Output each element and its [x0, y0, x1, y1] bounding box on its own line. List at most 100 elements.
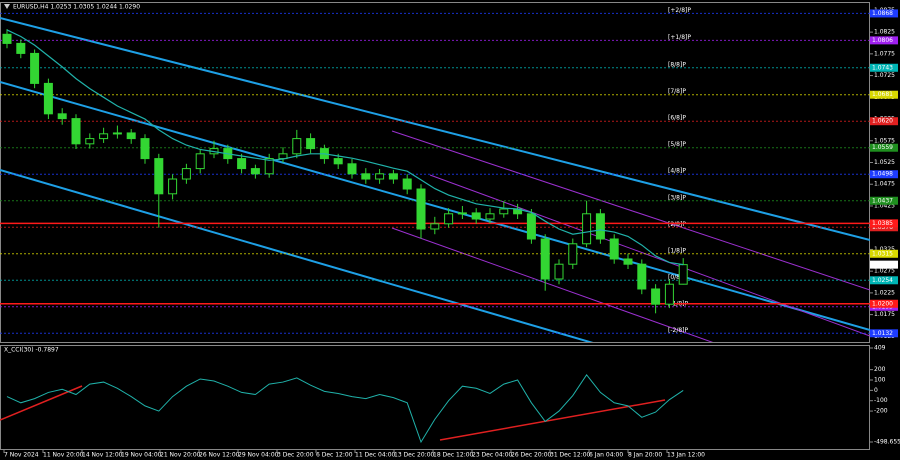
level-tag-box	[870, 170, 898, 179]
y-tick-label: 100	[874, 377, 886, 384]
y-tick-label: 1.0325	[874, 246, 895, 253]
y-tick-label: -100	[874, 397, 888, 404]
candle-body	[609, 238, 619, 260]
candle-body	[361, 173, 371, 180]
candle-body	[195, 153, 205, 170]
chart-title: EURUSD,H4 1.0253 1.0305 1.0244 1.0290	[13, 4, 140, 11]
murray-label: [7/8]P	[668, 88, 686, 95]
y-tick-label: 1.0225	[874, 289, 895, 296]
price-plot: [+2/8]P [+1/8]P [8/8]P [7/8]P [6/8]P [5/8]P [4…	[0, 7, 870, 334]
x-tick-label: 13 Dec 20:00	[394, 452, 435, 459]
murray-label: [3/8]P	[668, 194, 686, 201]
y-tick-label: -498.655	[874, 439, 900, 446]
murray-label: [+2/8]P	[668, 7, 691, 14]
y-tick-label: 0	[874, 387, 878, 394]
x-tick-label: 31 Dec 12:00	[550, 452, 591, 459]
candle-body	[582, 213, 592, 245]
y-tick-label: 1.0425	[874, 202, 895, 209]
regression-line	[391, 227, 714, 342]
level-tag-box	[870, 329, 898, 338]
cci-panel-border	[0, 345, 870, 450]
cci-axis: 409 200 100 0 -100 -200 -498.655	[870, 345, 900, 446]
candle-body	[402, 178, 412, 190]
candle-body	[85, 138, 95, 145]
candle-body	[237, 158, 247, 170]
level-tag-box	[870, 143, 898, 152]
y-tick-label: 1.0275	[874, 268, 895, 275]
x-tick-label: 29 Nov 04:00	[238, 452, 279, 459]
cci-trend-line	[439, 399, 666, 441]
level-tag: 1.0868	[872, 10, 893, 17]
y-tick-label: 1.0575	[874, 137, 895, 144]
moving-average	[6, 29, 684, 266]
candle-body	[292, 138, 302, 155]
candle-body	[623, 258, 633, 265]
x-tick-label: 3 Dec 20:00	[277, 452, 314, 459]
last-price-tag-box	[870, 260, 898, 269]
cci-line	[6, 373, 684, 444]
level-tag: 1.0743	[872, 64, 893, 71]
x-tick-label: 14 Nov 12:00	[82, 452, 123, 459]
red-level-tag-box	[870, 299, 898, 308]
level-tag-box	[870, 36, 898, 45]
channel-line	[0, 169, 594, 342]
murray-label: [5/8]P	[668, 141, 686, 148]
y-tick-label: 200	[874, 366, 886, 373]
candle-body	[664, 283, 674, 305]
level-tag: 1.0437	[872, 197, 893, 204]
candle-body	[154, 158, 164, 195]
candle-body	[554, 263, 564, 280]
candle-body	[30, 52, 40, 84]
y-tick-label: 1.0725	[874, 72, 895, 79]
murray-label: [0/8]P	[668, 274, 686, 281]
level-tag: 1.0620	[872, 118, 893, 125]
y-tick-label: -200	[874, 408, 888, 415]
y-tick-label: 1.0825	[874, 29, 895, 36]
candle-body	[526, 213, 536, 240]
candle-body	[71, 118, 81, 145]
candle-body	[264, 158, 274, 175]
candle-body	[347, 163, 357, 175]
candle-body	[16, 42, 26, 54]
x-tick-label: 7 Nov 2024	[4, 452, 39, 459]
candle-body	[388, 173, 398, 180]
x-tick-label: 13 Jan 12:00	[667, 452, 705, 459]
candle-body	[416, 188, 426, 230]
x-tick-label: 6 Jan 04:00	[589, 452, 623, 459]
cci-plot	[6, 373, 684, 444]
main-panel-border	[0, 2, 870, 343]
level-tag-box	[870, 9, 898, 18]
x-tick-label: 26 Dec 20:00	[511, 452, 552, 459]
regression-line	[391, 130, 870, 291]
murray-label: [2/8]P	[668, 221, 686, 228]
murray-label: [+1/8]P	[668, 34, 691, 41]
candle-body	[595, 213, 605, 240]
level-tag: 1.0132	[872, 330, 893, 337]
x-tick-label: 26 Nov 12:00	[199, 452, 240, 459]
x-tick-label: 8 Jan 20:00	[628, 452, 662, 459]
murray-label: [-2/8]P	[668, 327, 689, 334]
candle-body	[306, 138, 316, 150]
x-tick-label: 23 Dec 04:00	[472, 452, 513, 459]
level-tag-box	[870, 196, 898, 205]
candle-body	[568, 243, 578, 265]
level-tag-box	[870, 117, 898, 126]
candle-body	[333, 158, 343, 165]
candle-body	[112, 132, 122, 135]
y-tick-label: 409	[874, 345, 886, 352]
candle-body	[140, 138, 150, 160]
candle-body	[99, 133, 109, 140]
candle-body	[637, 263, 647, 290]
murray-label: [6/8]P	[668, 115, 686, 122]
level-tag: 1.0315	[872, 250, 893, 257]
y-tick-label: 1.0525	[874, 159, 895, 166]
x-tick-label: 11 Nov 20:00	[43, 452, 84, 459]
candle-body	[2, 33, 12, 44]
candle-body	[444, 213, 454, 225]
level-tag: 1.0681	[872, 91, 893, 98]
x-tick-label: 21 Nov 20:00	[160, 452, 201, 459]
